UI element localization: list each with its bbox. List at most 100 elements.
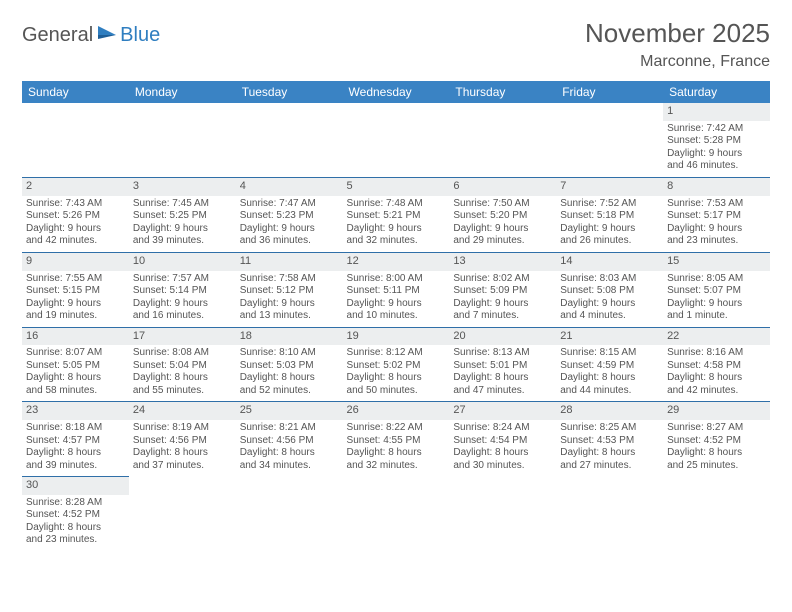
daylight-text: Daylight: 9 hours	[26, 298, 125, 311]
daylight-text: and 10 minutes.	[347, 310, 446, 323]
calendar-day-cell: 30Sunrise: 8:28 AMSunset: 4:52 PMDayligh…	[22, 476, 129, 551]
sunrise-text: Sunrise: 8:19 AM	[133, 422, 232, 435]
sunset-text: Sunset: 5:25 PM	[133, 210, 232, 223]
day-number: 17	[129, 327, 236, 346]
calendar-day-cell: 28Sunrise: 8:25 AMSunset: 4:53 PMDayligh…	[556, 401, 663, 476]
daylight-text: and 19 minutes.	[26, 310, 125, 323]
daylight-text: and 37 minutes.	[133, 460, 232, 473]
weekday-header: Wednesday	[343, 81, 450, 103]
sunset-text: Sunset: 5:11 PM	[347, 285, 446, 298]
calendar-day-cell: 24Sunrise: 8:19 AMSunset: 4:56 PMDayligh…	[129, 401, 236, 476]
calendar-day-cell: 5Sunrise: 7:48 AMSunset: 5:21 PMDaylight…	[343, 177, 450, 252]
daylight-text: and 29 minutes.	[453, 235, 552, 248]
weekday-header: Saturday	[663, 81, 770, 103]
calendar-day-cell: 2Sunrise: 7:43 AMSunset: 5:26 PMDaylight…	[22, 177, 129, 252]
daylight-text: and 36 minutes.	[240, 235, 339, 248]
day-details: Sunrise: 7:43 AMSunset: 5:26 PMDaylight:…	[22, 196, 129, 252]
sunrise-text: Sunrise: 7:52 AM	[560, 198, 659, 211]
daylight-text: Daylight: 8 hours	[240, 372, 339, 385]
sunset-text: Sunset: 5:08 PM	[560, 285, 659, 298]
daylight-text: Daylight: 8 hours	[240, 447, 339, 460]
day-number: 10	[129, 252, 236, 271]
day-details: Sunrise: 7:53 AMSunset: 5:17 PMDaylight:…	[663, 196, 770, 252]
calendar-day-cell: 18Sunrise: 8:10 AMSunset: 5:03 PMDayligh…	[236, 327, 343, 402]
day-number: 5	[343, 177, 450, 196]
calendar-day-cell	[343, 103, 450, 177]
daylight-text: and 13 minutes.	[240, 310, 339, 323]
day-number: 3	[129, 177, 236, 196]
day-number: 9	[22, 252, 129, 271]
page-header: General Blue November 2025 Marconne, Fra…	[22, 18, 770, 71]
sunrise-text: Sunrise: 8:10 AM	[240, 347, 339, 360]
day-number: 7	[556, 177, 663, 196]
sunrise-text: Sunrise: 7:58 AM	[240, 273, 339, 286]
day-details: Sunrise: 8:21 AMSunset: 4:56 PMDaylight:…	[236, 420, 343, 476]
sunrise-text: Sunrise: 8:25 AM	[560, 422, 659, 435]
day-number: 11	[236, 252, 343, 271]
title-block: November 2025 Marconne, France	[585, 18, 770, 71]
calendar-day-cell: 6Sunrise: 7:50 AMSunset: 5:20 PMDaylight…	[449, 177, 556, 252]
sunrise-text: Sunrise: 7:47 AM	[240, 198, 339, 211]
sunrise-text: Sunrise: 8:12 AM	[347, 347, 446, 360]
calendar-day-cell	[22, 103, 129, 177]
day-details: Sunrise: 8:07 AMSunset: 5:05 PMDaylight:…	[22, 345, 129, 401]
daylight-text: and 42 minutes.	[667, 385, 766, 398]
daylight-text: and 32 minutes.	[347, 460, 446, 473]
sunset-text: Sunset: 5:21 PM	[347, 210, 446, 223]
day-details: Sunrise: 8:16 AMSunset: 4:58 PMDaylight:…	[663, 345, 770, 401]
calendar-week-row: 9Sunrise: 7:55 AMSunset: 5:15 PMDaylight…	[22, 252, 770, 327]
day-number: 1	[663, 103, 770, 121]
calendar-day-cell	[236, 476, 343, 551]
day-number: 16	[22, 327, 129, 346]
weekday-header: Sunday	[22, 81, 129, 103]
sunset-text: Sunset: 5:23 PM	[240, 210, 339, 223]
day-number: 14	[556, 252, 663, 271]
daylight-text: Daylight: 9 hours	[133, 298, 232, 311]
daylight-text: Daylight: 8 hours	[26, 522, 125, 535]
day-number: 24	[129, 401, 236, 420]
sunrise-text: Sunrise: 7:42 AM	[667, 123, 766, 136]
daylight-text: and 25 minutes.	[667, 460, 766, 473]
calendar-day-cell	[129, 476, 236, 551]
daylight-text: and 23 minutes.	[26, 534, 125, 547]
sunset-text: Sunset: 5:07 PM	[667, 285, 766, 298]
sunset-text: Sunset: 4:55 PM	[347, 435, 446, 448]
location-subtitle: Marconne, France	[585, 53, 770, 71]
calendar-week-row: 30Sunrise: 8:28 AMSunset: 4:52 PMDayligh…	[22, 476, 770, 551]
daylight-text: Daylight: 8 hours	[667, 372, 766, 385]
day-number: 6	[449, 177, 556, 196]
sunset-text: Sunset: 4:59 PM	[560, 360, 659, 373]
calendar-day-cell: 19Sunrise: 8:12 AMSunset: 5:02 PMDayligh…	[343, 327, 450, 402]
day-number: 21	[556, 327, 663, 346]
day-details: Sunrise: 8:25 AMSunset: 4:53 PMDaylight:…	[556, 420, 663, 476]
calendar-day-cell: 8Sunrise: 7:53 AMSunset: 5:17 PMDaylight…	[663, 177, 770, 252]
day-details: Sunrise: 8:18 AMSunset: 4:57 PMDaylight:…	[22, 420, 129, 476]
sunrise-text: Sunrise: 8:08 AM	[133, 347, 232, 360]
day-details: Sunrise: 7:48 AMSunset: 5:21 PMDaylight:…	[343, 196, 450, 252]
calendar-day-cell: 16Sunrise: 8:07 AMSunset: 5:05 PMDayligh…	[22, 327, 129, 402]
daylight-text: Daylight: 8 hours	[453, 372, 552, 385]
daylight-text: Daylight: 9 hours	[133, 223, 232, 236]
daylight-text: Daylight: 8 hours	[347, 372, 446, 385]
day-details: Sunrise: 8:27 AMSunset: 4:52 PMDaylight:…	[663, 420, 770, 476]
sunrise-text: Sunrise: 7:43 AM	[26, 198, 125, 211]
day-number: 8	[663, 177, 770, 196]
calendar-day-cell	[449, 476, 556, 551]
weekday-header: Monday	[129, 81, 236, 103]
sunset-text: Sunset: 5:17 PM	[667, 210, 766, 223]
daylight-text: Daylight: 8 hours	[667, 447, 766, 460]
calendar-week-row: 2Sunrise: 7:43 AMSunset: 5:26 PMDaylight…	[22, 177, 770, 252]
daylight-text: and 42 minutes.	[26, 235, 125, 248]
daylight-text: and 50 minutes.	[347, 385, 446, 398]
daylight-text: and 27 minutes.	[560, 460, 659, 473]
sunset-text: Sunset: 5:14 PM	[133, 285, 232, 298]
day-number: 23	[22, 401, 129, 420]
calendar-day-cell	[556, 103, 663, 177]
day-details: Sunrise: 8:10 AMSunset: 5:03 PMDaylight:…	[236, 345, 343, 401]
calendar-day-cell	[663, 476, 770, 551]
sunset-text: Sunset: 5:20 PM	[453, 210, 552, 223]
daylight-text: and 23 minutes.	[667, 235, 766, 248]
calendar-day-cell: 29Sunrise: 8:27 AMSunset: 4:52 PMDayligh…	[663, 401, 770, 476]
day-details: Sunrise: 8:03 AMSunset: 5:08 PMDaylight:…	[556, 271, 663, 327]
daylight-text: Daylight: 9 hours	[240, 298, 339, 311]
